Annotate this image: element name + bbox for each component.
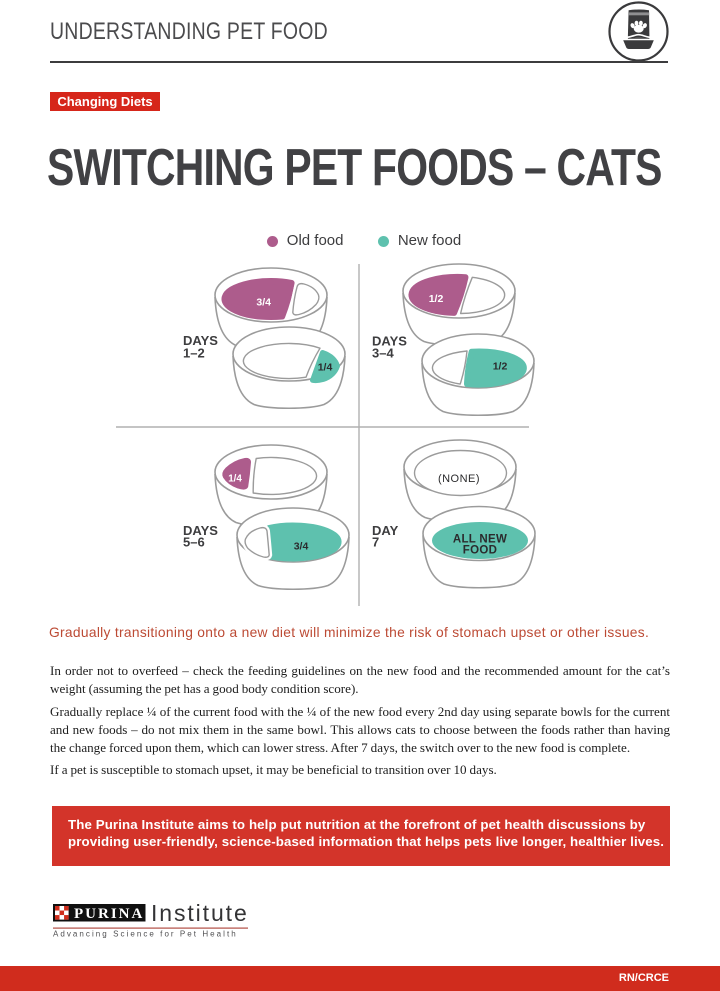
svg-text:1–2: 1–2 <box>183 345 205 360</box>
svg-text:DAYS: DAYS <box>183 333 218 348</box>
svg-text:3–4: 3–4 <box>372 346 394 361</box>
svg-text:(NONE): (NONE) <box>438 473 480 485</box>
svg-text:DAYS: DAYS <box>183 523 218 538</box>
svg-text:3/4: 3/4 <box>294 541 309 553</box>
svg-text:7: 7 <box>372 535 379 550</box>
svg-text:DAYS: DAYS <box>372 333 407 348</box>
svg-text:1/2: 1/2 <box>493 361 508 373</box>
svg-text:3/4: 3/4 <box>256 296 271 308</box>
svg-text:FOOD: FOOD <box>463 545 497 557</box>
svg-text:DAY: DAY <box>372 523 399 538</box>
svg-text:PURINA: PURINA <box>74 906 144 922</box>
svg-text:5–6: 5–6 <box>183 535 205 550</box>
svg-text:1/2: 1/2 <box>429 293 444 305</box>
svg-text:1/4: 1/4 <box>228 473 242 484</box>
svg-text:Advancing Science for Pet Heal: Advancing Science for Pet Health <box>53 930 238 939</box>
svg-text:ALL NEW: ALL NEW <box>453 534 507 546</box>
svg-text:1/4: 1/4 <box>318 361 333 373</box>
svg-text:Institute: Institute <box>151 900 249 926</box>
